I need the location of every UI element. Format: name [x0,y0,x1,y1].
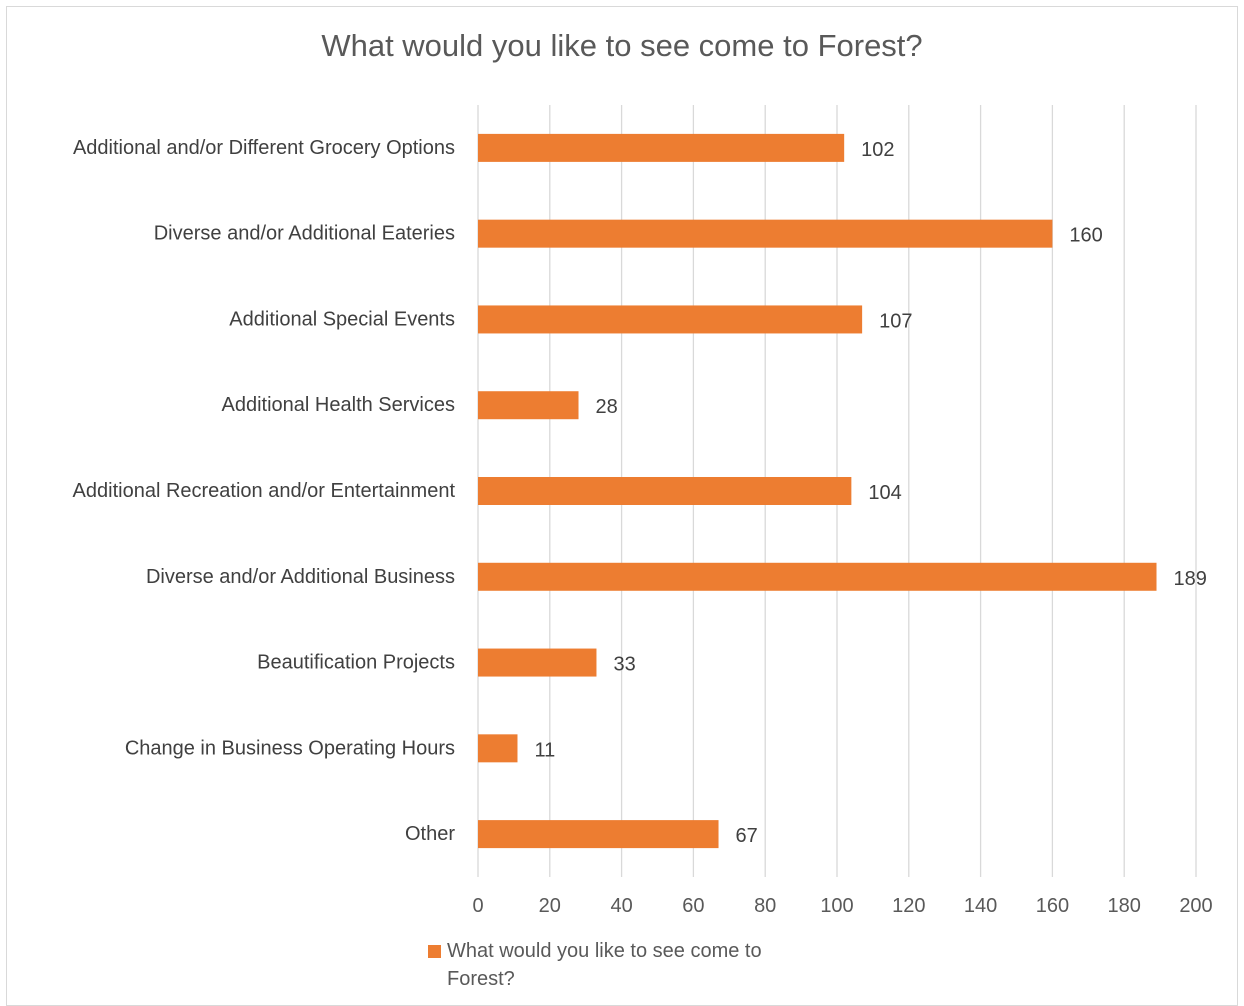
legend-label: What would you like to see come to Fores… [447,940,762,990]
bar [478,477,852,505]
data-label: 67 [736,825,758,847]
bar [478,734,518,763]
x-tick-label: 0 [472,895,483,917]
category-label: Beautification Projects [257,652,455,674]
x-tick-label: 160 [1036,895,1069,917]
bar [478,562,1157,591]
category-label: Other [405,823,455,845]
bar [478,219,1053,248]
category-label: Additional and/or Different Grocery Opti… [73,137,455,159]
data-label: 28 [596,396,618,418]
x-tick-label: 20 [539,895,561,917]
category-label: Additional Special Events [229,308,455,330]
x-tick-label: 140 [964,895,997,917]
x-tick-label: 40 [610,895,632,917]
legend-swatch [428,945,441,958]
data-label: 102 [861,139,894,161]
category-label: Diverse and/or Additional Business [146,566,455,588]
x-tick-label: 120 [892,895,925,917]
x-tick-label: 80 [754,895,776,917]
bar [478,391,579,420]
bar [478,820,719,849]
data-label: 189 [1174,568,1207,590]
data-label: 33 [613,654,635,676]
category-label: Change in Business Operating Hours [125,737,455,759]
data-label: 107 [879,310,912,332]
data-label: 11 [534,739,555,761]
category-label: Diverse and/or Additional Eateries [154,223,455,245]
category-label: Additional Recreation and/or Entertainme… [73,480,456,502]
x-tick-label: 100 [820,895,853,917]
bar [478,648,597,677]
bar [478,305,863,334]
data-label: 160 [1069,225,1102,247]
x-tick-label: 180 [1108,895,1141,917]
chart-title: What would you like to see come to Fores… [321,28,923,63]
x-tick-label: 200 [1179,895,1212,917]
data-label: 104 [868,482,901,504]
category-label: Additional Health Services [222,394,455,416]
x-tick-label: 60 [682,895,704,917]
bar [478,133,845,162]
